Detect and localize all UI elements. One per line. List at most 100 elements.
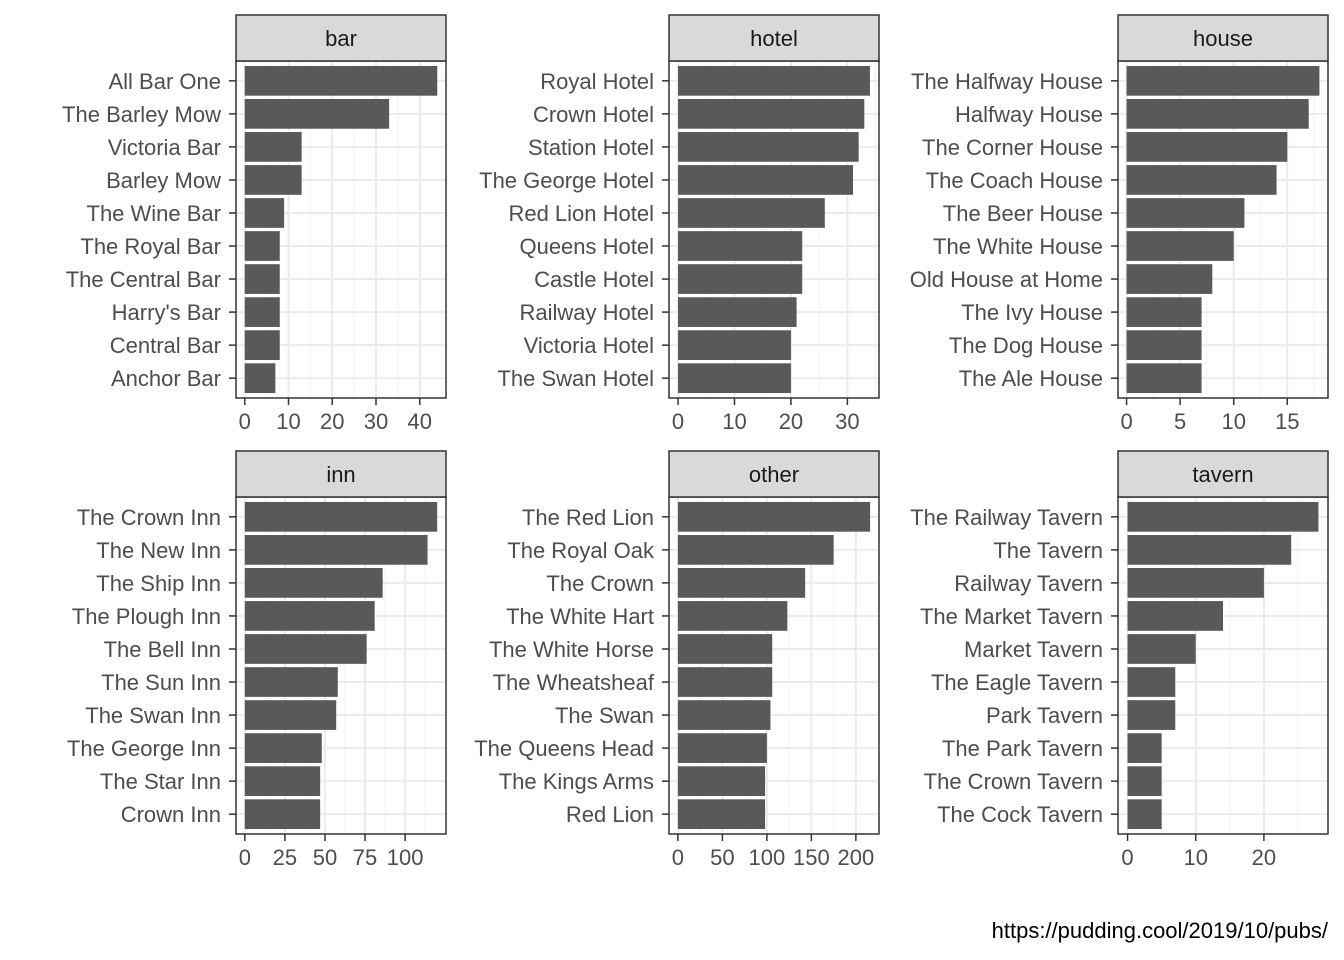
category-label: The Wheatsheaf bbox=[493, 670, 655, 695]
x-tick-label: 40 bbox=[408, 409, 432, 434]
category-label: Crown Inn bbox=[121, 802, 221, 827]
x-tick-label: 150 bbox=[793, 845, 830, 870]
category-label: Crown Hotel bbox=[533, 102, 654, 127]
category-label: Harry's Bar bbox=[112, 300, 221, 325]
bar-bar-3 bbox=[244, 165, 302, 195]
category-label: The Swan Hotel bbox=[497, 366, 654, 391]
bar-hotel-5 bbox=[678, 231, 803, 261]
x-tick-label: 30 bbox=[364, 409, 388, 434]
category-label: The Dog House bbox=[949, 333, 1103, 358]
bar-tavern-1 bbox=[1127, 534, 1292, 565]
category-label: Red Lion Hotel bbox=[508, 201, 654, 226]
x-tick-label: 0 bbox=[672, 845, 684, 870]
category-label: Old House at Home bbox=[910, 267, 1103, 292]
category-label: The Central Bar bbox=[66, 267, 221, 292]
bar-house-5 bbox=[1126, 231, 1234, 261]
x-tick-label: 0 bbox=[239, 409, 251, 434]
bar-other-8 bbox=[677, 766, 766, 797]
category-label: All Bar One bbox=[109, 69, 222, 94]
bar-house-9 bbox=[1126, 363, 1202, 394]
bar-other-0 bbox=[677, 501, 871, 532]
category-label: Halfway House bbox=[955, 102, 1103, 127]
x-tick-label: 0 bbox=[239, 845, 251, 870]
x-tick-label: 25 bbox=[273, 845, 297, 870]
bar-bar-4 bbox=[244, 198, 285, 228]
category-label: The Park Tavern bbox=[942, 736, 1103, 761]
facet-strip-label: tavern bbox=[1192, 462, 1253, 487]
bar-house-7 bbox=[1126, 297, 1202, 327]
facet-strip-label: hotel bbox=[750, 26, 798, 51]
category-label: The Ivy House bbox=[961, 300, 1103, 325]
bar-bar-6 bbox=[244, 264, 280, 294]
x-tick-label: 20 bbox=[1252, 845, 1276, 870]
bar-inn-5 bbox=[244, 667, 338, 697]
category-label: Railway Hotel bbox=[520, 300, 655, 325]
category-label: The Bell Inn bbox=[104, 637, 221, 662]
bar-hotel-2 bbox=[678, 132, 859, 162]
bar-bar-2 bbox=[244, 132, 302, 162]
x-tick-label: 0 bbox=[1120, 409, 1132, 434]
bar-bar-0 bbox=[244, 65, 438, 96]
category-label: Red Lion bbox=[566, 802, 654, 827]
facet-house: house The Halfway House Halfway House The C… bbox=[910, 14, 1329, 434]
facet-strip-label: inn bbox=[326, 462, 355, 487]
bar-hotel-7 bbox=[678, 297, 797, 327]
bar-tavern-2 bbox=[1127, 568, 1264, 598]
category-label: Station Hotel bbox=[528, 135, 654, 160]
bar-other-6 bbox=[677, 700, 771, 730]
bar-other-7 bbox=[677, 733, 767, 763]
bar-house-4 bbox=[1126, 198, 1245, 228]
bar-bar-9 bbox=[244, 363, 276, 394]
bar-hotel-4 bbox=[678, 198, 825, 228]
category-label: The Ale House bbox=[959, 366, 1103, 391]
facet-strip bbox=[668, 450, 880, 498]
bar-house-8 bbox=[1126, 330, 1202, 361]
category-label: Barley Mow bbox=[106, 168, 221, 193]
bar-house-0 bbox=[1126, 65, 1320, 96]
facet-bar: bar All Bar One The Barley Mow Victoria Bar… bbox=[62, 14, 447, 434]
category-label: The White Hart bbox=[506, 604, 654, 629]
bar-inn-6 bbox=[244, 700, 337, 730]
facet-strip-label: other bbox=[749, 462, 799, 487]
category-label: The Swan Inn bbox=[85, 703, 221, 728]
category-label: The White Horse bbox=[489, 637, 654, 662]
facet-strip bbox=[668, 14, 880, 62]
category-label: The Red Lion bbox=[522, 505, 654, 530]
category-label: The Wine Bar bbox=[87, 201, 222, 226]
x-tick-label: 200 bbox=[838, 845, 875, 870]
bar-inn-0 bbox=[244, 501, 438, 532]
category-label: The New Inn bbox=[96, 538, 221, 563]
bar-other-4 bbox=[677, 634, 773, 664]
x-tick-label: 15 bbox=[1275, 409, 1299, 434]
bar-hotel-8 bbox=[678, 330, 791, 361]
x-tick-label: 10 bbox=[1221, 409, 1245, 434]
x-tick-label: 20 bbox=[779, 409, 803, 434]
category-label: Castle Hotel bbox=[534, 267, 654, 292]
bar-tavern-4 bbox=[1127, 634, 1196, 664]
bar-other-1 bbox=[677, 534, 834, 565]
bar-inn-2 bbox=[244, 568, 383, 598]
bar-tavern-3 bbox=[1127, 601, 1223, 631]
bar-other-5 bbox=[677, 667, 773, 697]
bar-house-6 bbox=[1126, 264, 1213, 294]
bar-tavern-9 bbox=[1127, 799, 1162, 830]
bar-inn-8 bbox=[244, 766, 321, 797]
bar-house-1 bbox=[1126, 98, 1309, 129]
bar-hotel-6 bbox=[678, 264, 803, 294]
category-label: The Railway Tavern bbox=[910, 505, 1103, 530]
category-label: Railway Tavern bbox=[954, 571, 1103, 596]
bar-inn-1 bbox=[244, 534, 428, 565]
category-label: The Market Tavern bbox=[920, 604, 1103, 629]
bar-other-2 bbox=[677, 568, 806, 598]
bar-house-3 bbox=[1126, 165, 1277, 195]
category-label: The Crown Tavern bbox=[924, 769, 1103, 794]
category-label: The Royal Bar bbox=[80, 234, 221, 259]
source-caption: https://pudding.cool/2019/10/pubs/ bbox=[991, 918, 1328, 943]
category-label: Park Tavern bbox=[986, 703, 1103, 728]
facet-inn: inn The Crown Inn The New Inn The Ship Inn T… bbox=[67, 450, 447, 870]
facet-strip bbox=[235, 450, 447, 498]
bar-tavern-7 bbox=[1127, 733, 1162, 763]
category-label: The Swan bbox=[555, 703, 654, 728]
category-label: Market Tavern bbox=[964, 637, 1103, 662]
bar-bar-5 bbox=[244, 231, 280, 261]
